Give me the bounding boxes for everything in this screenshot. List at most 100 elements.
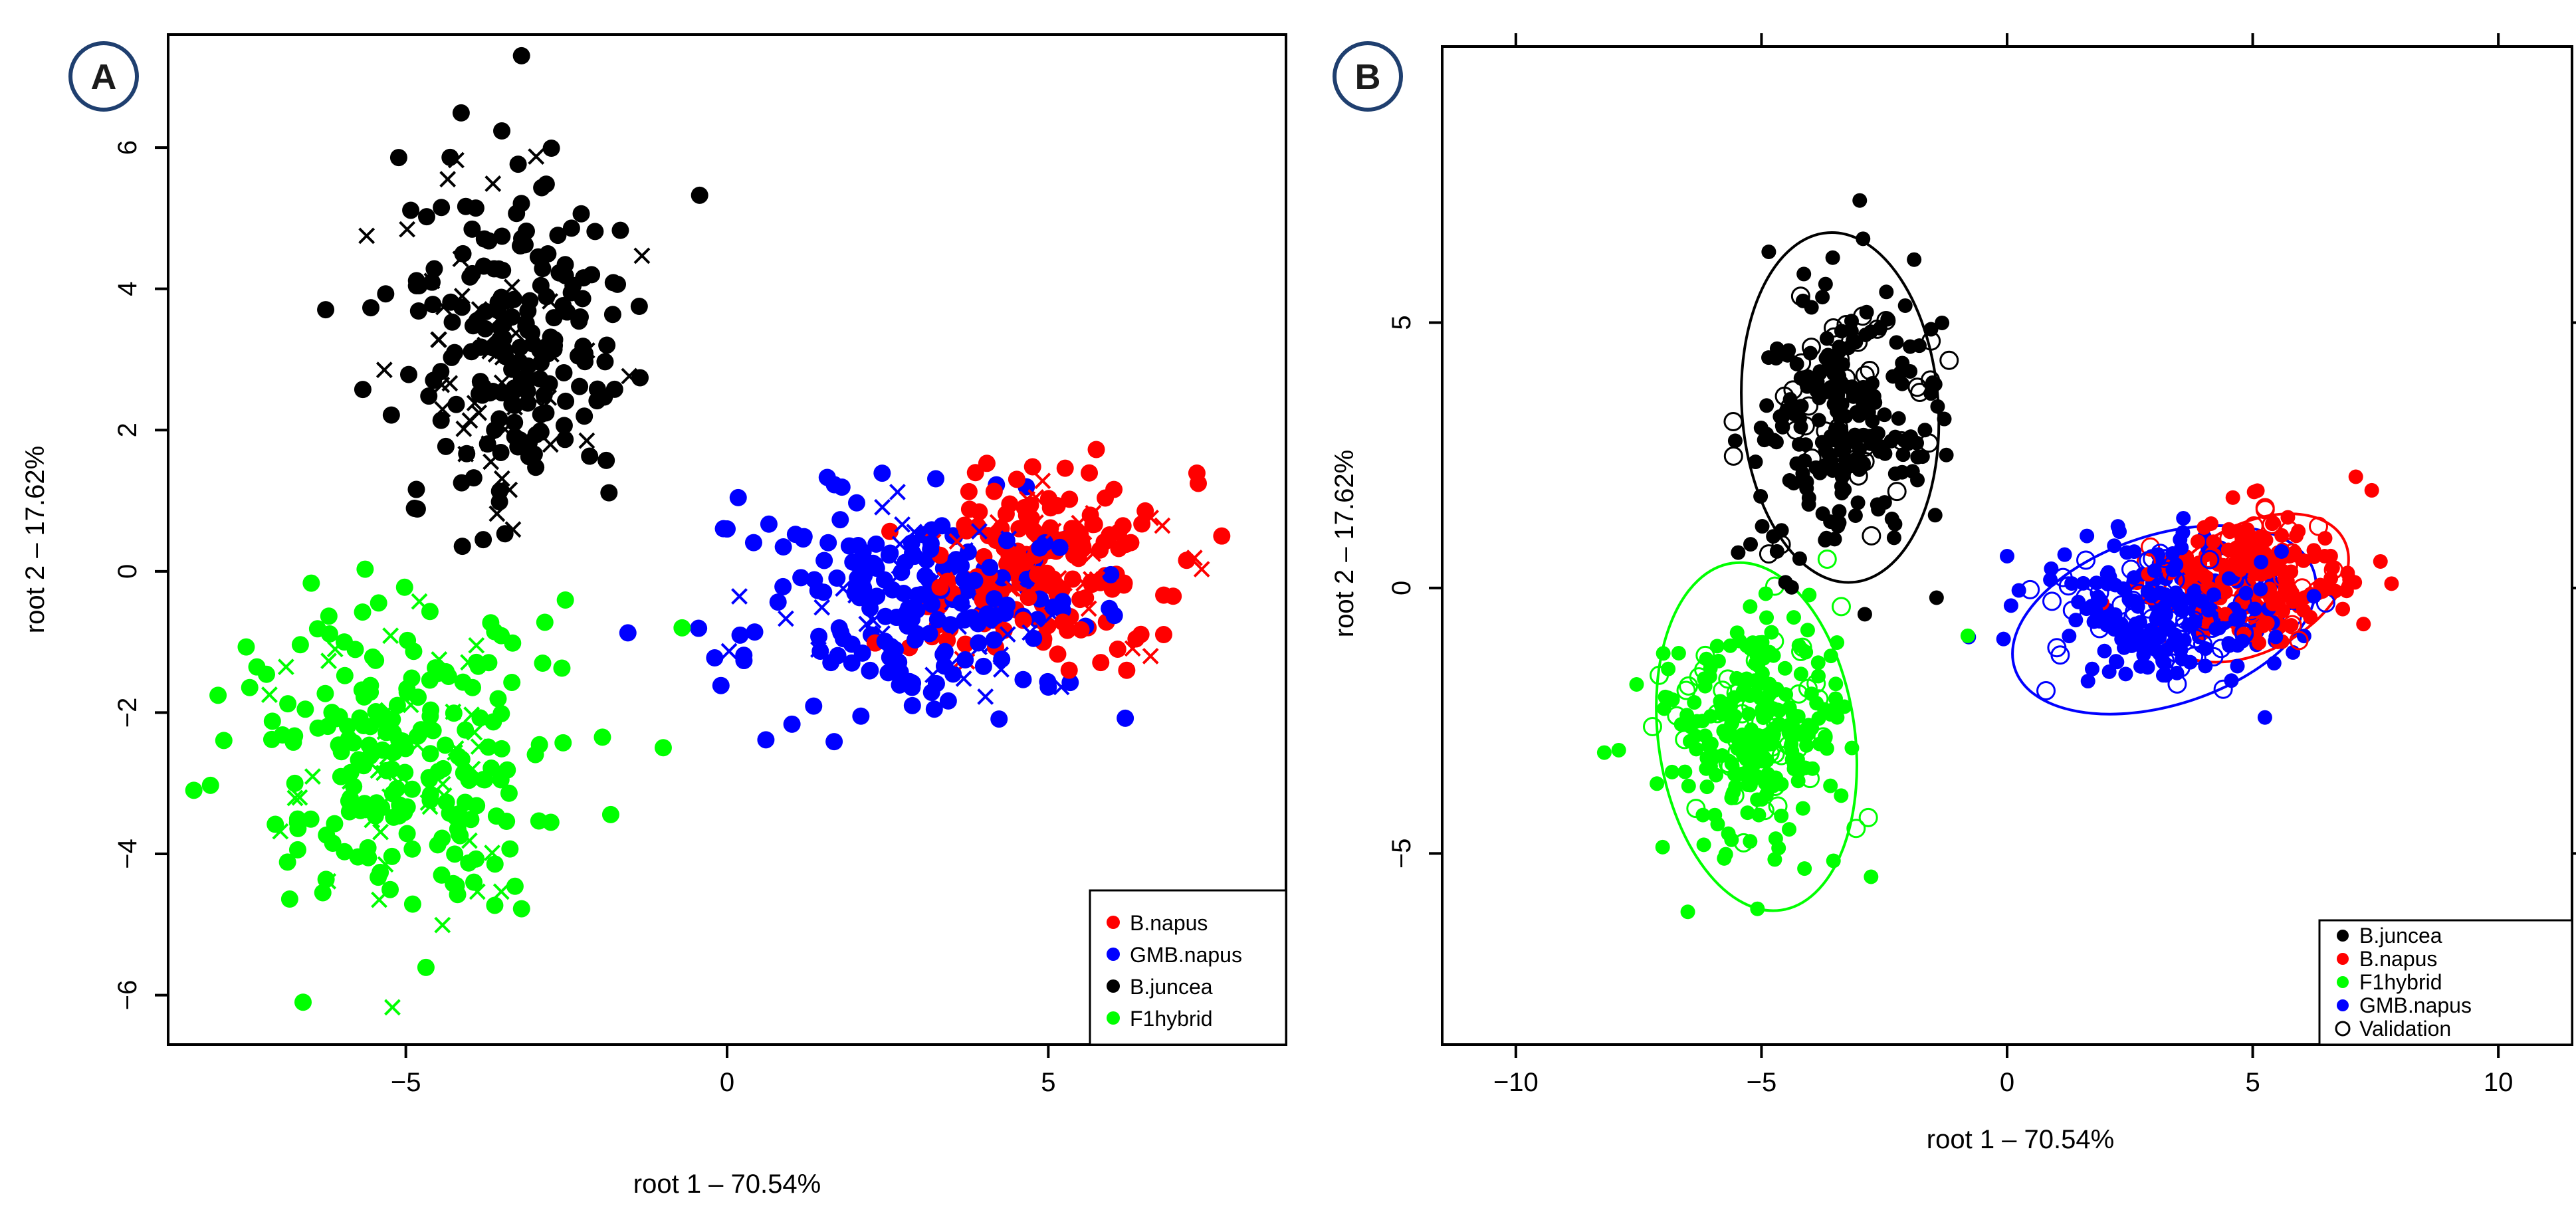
data-point bbox=[557, 591, 574, 609]
data-point bbox=[389, 697, 406, 714]
data-point bbox=[2258, 710, 2272, 725]
data-point bbox=[409, 728, 426, 745]
data-point bbox=[422, 745, 439, 762]
data-point bbox=[289, 841, 306, 859]
data-point bbox=[237, 639, 255, 656]
data-point bbox=[1024, 458, 1041, 475]
data-point bbox=[498, 292, 515, 309]
data-point bbox=[2097, 644, 2112, 659]
data-point bbox=[1741, 706, 1756, 721]
data-point bbox=[730, 489, 747, 506]
data-point bbox=[2230, 638, 2245, 653]
data-point bbox=[1889, 335, 1904, 350]
validation-point bbox=[2038, 682, 2055, 699]
data-point bbox=[1888, 466, 1903, 481]
data-point-x bbox=[1035, 474, 1050, 488]
data-point bbox=[1753, 489, 1768, 504]
data-point bbox=[1794, 726, 1809, 740]
data-point bbox=[2349, 470, 2363, 484]
data-point bbox=[1697, 837, 1711, 852]
data-point bbox=[1073, 621, 1090, 639]
data-point bbox=[264, 712, 281, 730]
data-point bbox=[324, 835, 342, 852]
data-point bbox=[2373, 554, 2388, 569]
data-point bbox=[2169, 558, 2183, 572]
data-point bbox=[1687, 695, 1701, 710]
data-point bbox=[354, 603, 372, 621]
data-point bbox=[1860, 305, 1874, 320]
data-point bbox=[503, 674, 520, 691]
data-point bbox=[1837, 699, 1852, 714]
data-point bbox=[998, 532, 1016, 549]
data-point bbox=[1810, 375, 1824, 389]
data-point bbox=[774, 578, 792, 595]
data-point bbox=[2158, 622, 2173, 637]
data-point bbox=[281, 890, 298, 908]
data-point bbox=[536, 613, 554, 631]
data-point bbox=[451, 827, 469, 845]
data-point bbox=[454, 538, 471, 555]
data-point bbox=[575, 269, 592, 286]
data-point bbox=[1915, 449, 1930, 464]
legend-a-bnapus-marker bbox=[1107, 916, 1120, 929]
data-point bbox=[673, 619, 691, 637]
data-point bbox=[2274, 544, 2289, 559]
data-point bbox=[2226, 490, 2240, 505]
data-point bbox=[879, 664, 897, 681]
data-point bbox=[2112, 524, 2127, 539]
data-point bbox=[465, 469, 483, 486]
data-point bbox=[2058, 548, 2072, 562]
data-point bbox=[385, 744, 403, 761]
data-point bbox=[2141, 660, 2155, 674]
legend-b-juncea: B.juncea bbox=[2359, 924, 2442, 948]
data-point bbox=[1834, 479, 1849, 494]
data-point bbox=[443, 314, 461, 331]
data-point bbox=[1689, 742, 1703, 756]
y-tick-label: 4 bbox=[113, 282, 142, 296]
data-point bbox=[531, 736, 548, 754]
data-point bbox=[1775, 420, 1790, 435]
data-point bbox=[574, 290, 591, 307]
data-point bbox=[411, 277, 428, 294]
x-tick-label: 10 bbox=[2484, 1068, 2514, 1097]
data-point bbox=[468, 654, 485, 671]
data-point-x bbox=[385, 1000, 399, 1015]
data-point bbox=[1811, 669, 1826, 684]
data-point bbox=[2242, 533, 2256, 548]
x-tick-label: 5 bbox=[1041, 1068, 1055, 1097]
legend-a-juncea-marker bbox=[1107, 979, 1120, 993]
data-point-x bbox=[374, 825, 388, 839]
data-point bbox=[433, 199, 450, 216]
data-point bbox=[513, 47, 530, 64]
data-point bbox=[593, 728, 611, 746]
data-point bbox=[1759, 610, 1774, 625]
data-point bbox=[1661, 690, 1675, 705]
data-point bbox=[1856, 231, 1870, 246]
panel-a-legend: B.napus GMB.napus B.juncea F1hybrid bbox=[1090, 890, 1286, 1045]
data-point bbox=[787, 526, 804, 543]
data-point bbox=[2321, 581, 2335, 596]
data-point bbox=[1084, 516, 1101, 533]
data-point bbox=[2108, 607, 2123, 622]
data-point-x bbox=[383, 629, 398, 643]
data-point bbox=[611, 222, 629, 239]
data-point bbox=[555, 364, 572, 381]
data-point bbox=[2254, 555, 2268, 569]
data-point bbox=[1081, 464, 1098, 482]
data-point bbox=[1766, 529, 1780, 544]
validation-point bbox=[1832, 598, 1850, 615]
data-point bbox=[537, 404, 554, 421]
data-point bbox=[1710, 817, 1725, 831]
data-point bbox=[1887, 517, 1902, 532]
data-point bbox=[852, 708, 869, 725]
data-point bbox=[960, 483, 978, 500]
data-point bbox=[1761, 245, 1776, 259]
data-point bbox=[1723, 639, 1737, 653]
x-tick-label: 5 bbox=[2245, 1068, 2260, 1097]
legend-b-validation: Validation bbox=[2359, 1017, 2451, 1041]
data-point bbox=[474, 387, 491, 404]
panel-a-xlabel: root 1 – 70.54% bbox=[633, 1169, 821, 1199]
validation-point bbox=[2044, 593, 2061, 610]
data-point bbox=[1799, 474, 1814, 489]
validation-point bbox=[1861, 361, 1878, 379]
